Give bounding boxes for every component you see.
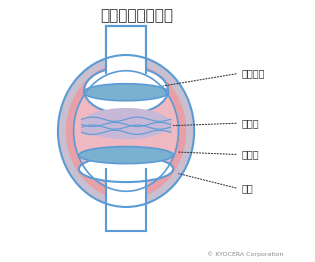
Text: © KYOCERA Corporation: © KYOCERA Corporation bbox=[207, 251, 283, 257]
Bar bbox=[107, 168, 146, 231]
FancyBboxPatch shape bbox=[106, 26, 146, 73]
Ellipse shape bbox=[82, 108, 171, 139]
Text: 関節包: 関節包 bbox=[241, 150, 259, 160]
Text: 滑膜: 滑膜 bbox=[241, 184, 253, 194]
Ellipse shape bbox=[83, 84, 169, 101]
Text: 関節軟骨: 関節軟骨 bbox=[241, 68, 265, 78]
Text: 関節液: 関節液 bbox=[241, 118, 259, 128]
Ellipse shape bbox=[79, 147, 173, 163]
Ellipse shape bbox=[58, 55, 194, 207]
Ellipse shape bbox=[74, 71, 179, 191]
Bar bbox=[107, 66, 146, 79]
Ellipse shape bbox=[79, 156, 173, 182]
Ellipse shape bbox=[84, 67, 168, 114]
Text: 膝関節の軟部組織: 膝関節の軟部組織 bbox=[100, 8, 173, 23]
Ellipse shape bbox=[66, 63, 186, 199]
